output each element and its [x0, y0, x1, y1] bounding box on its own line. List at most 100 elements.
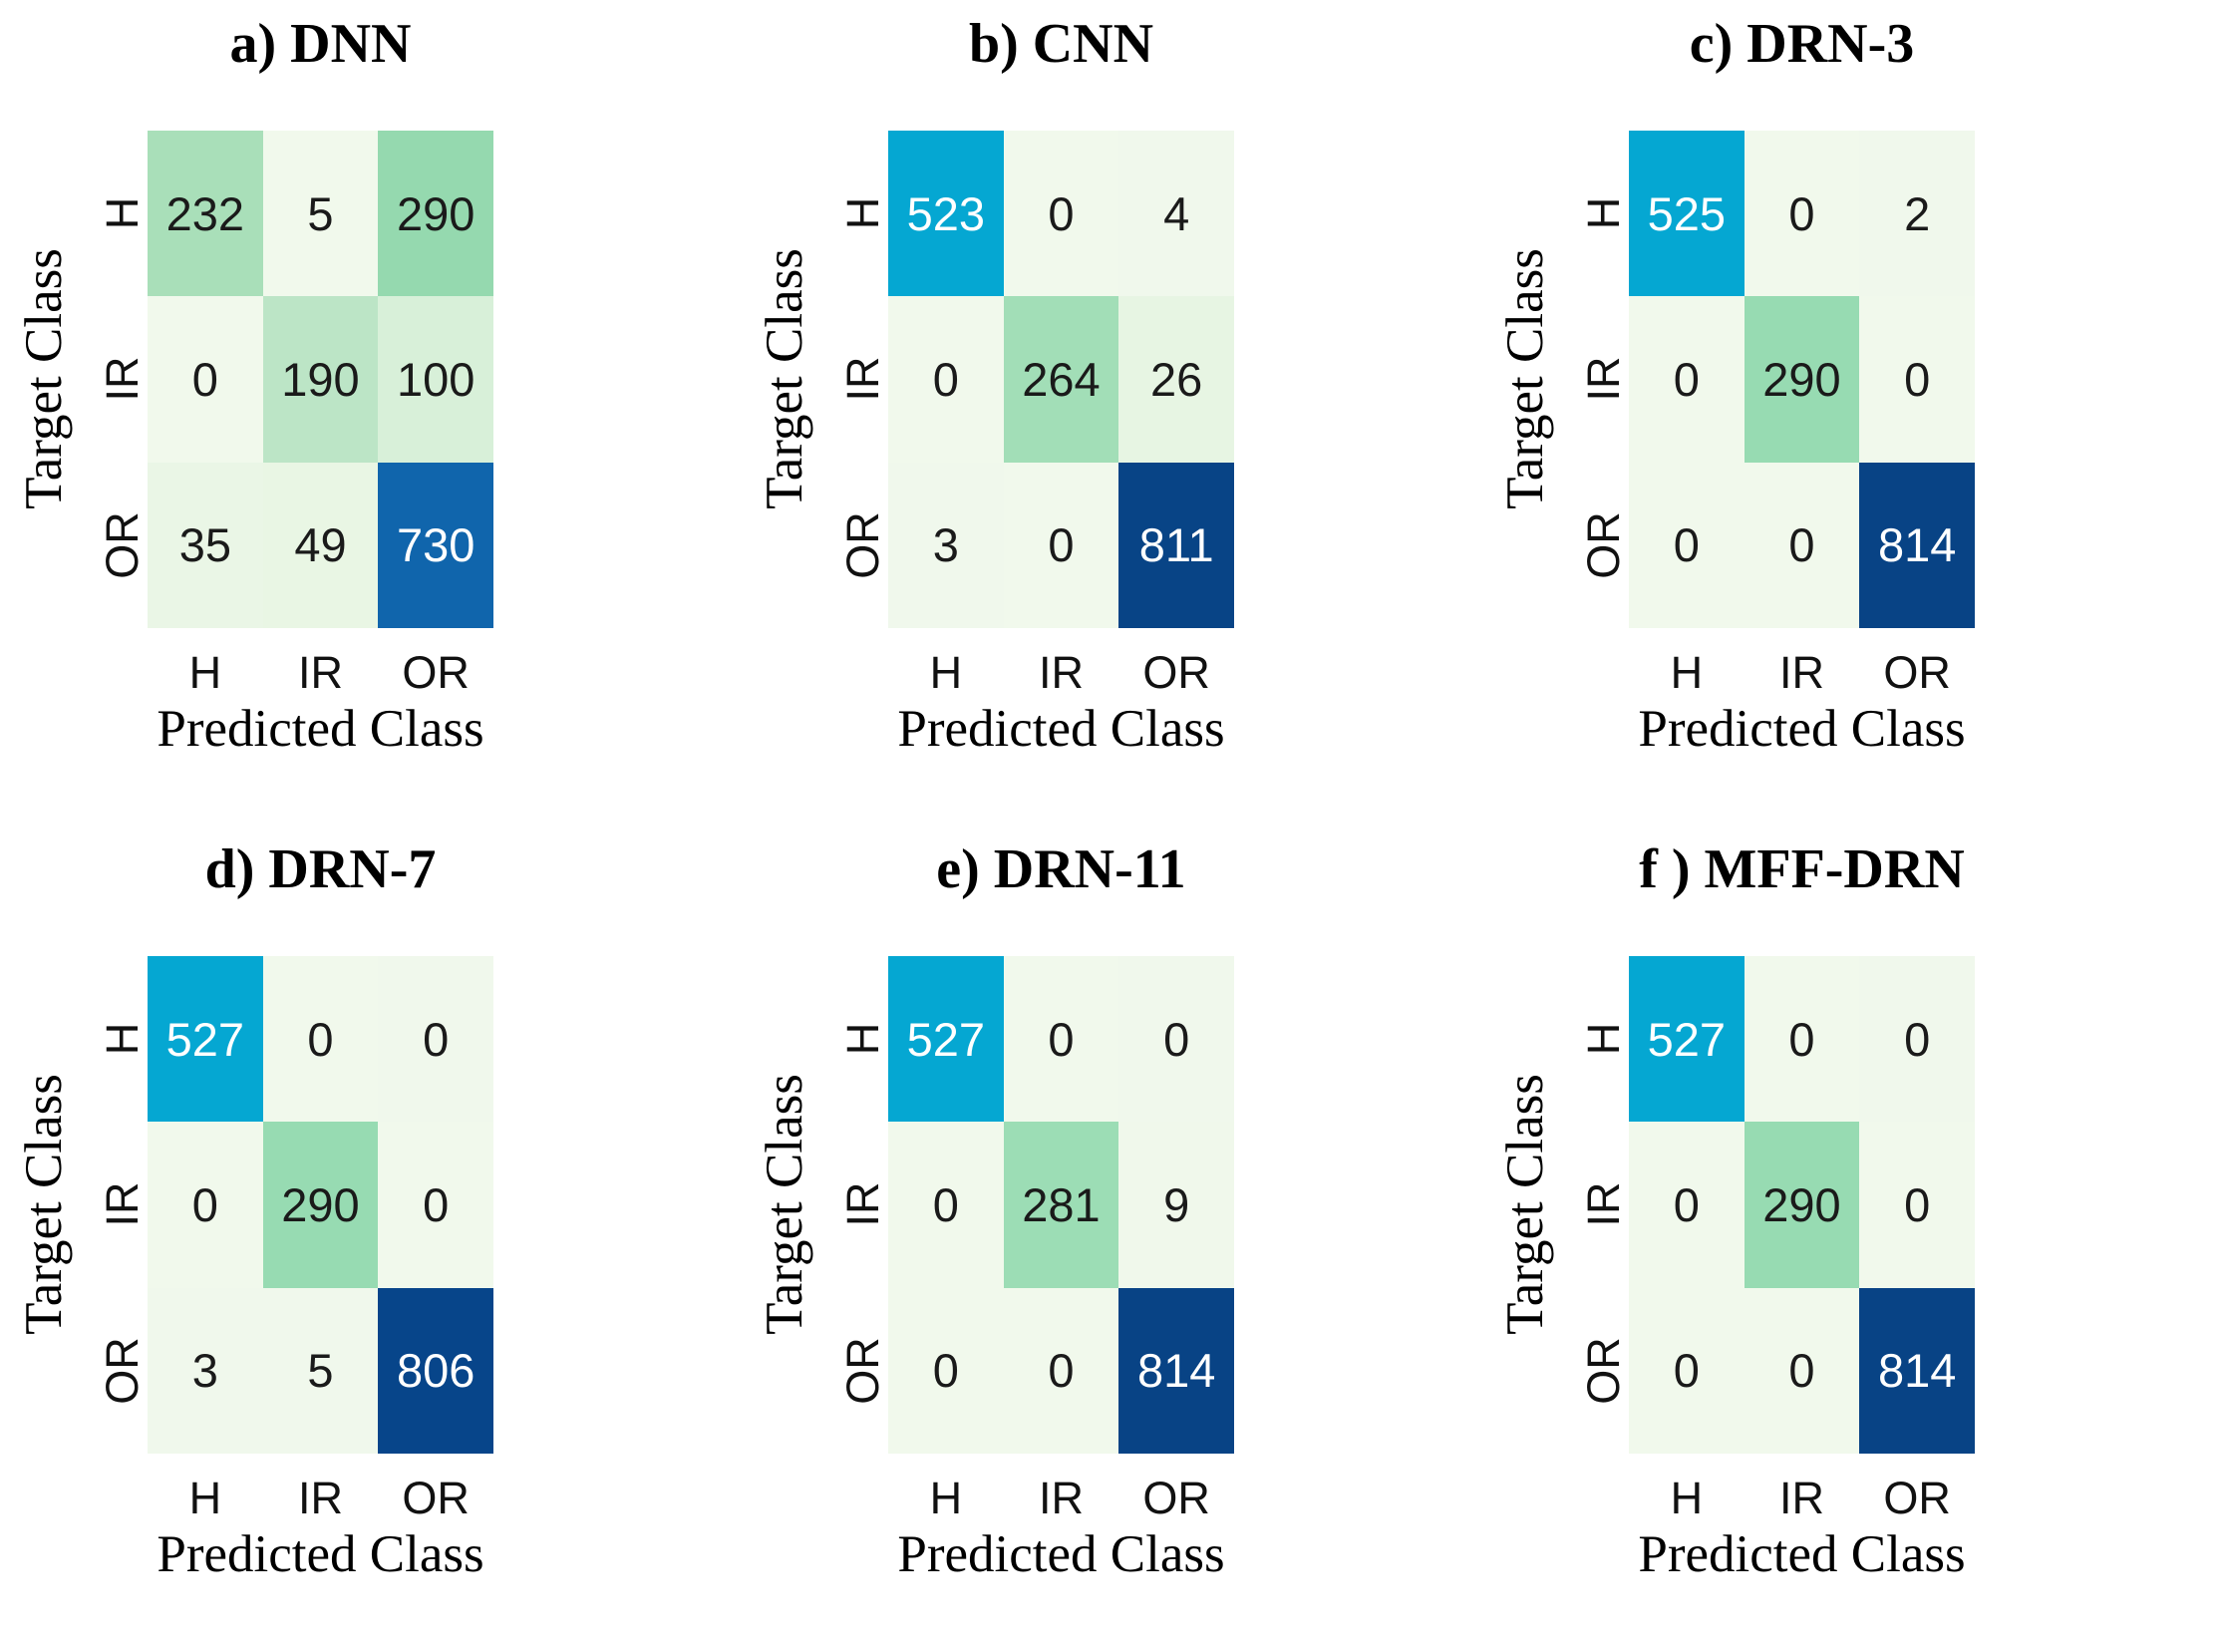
- matrix-cell-IR-OR: 100: [378, 296, 493, 463]
- matrix-cell-OR-OR: 814: [1859, 1287, 1975, 1454]
- y-tick-label: OR: [1578, 511, 1629, 579]
- confusion-matrix: 523 0 4 0 264 26 3 0 811: [888, 131, 1234, 628]
- matrix-cell-OR-H: 0: [1629, 1287, 1745, 1454]
- cell-value: 0: [1788, 518, 1815, 572]
- cell-value: 730: [396, 518, 476, 572]
- matrix-cell-OR-H: 3: [148, 1287, 263, 1454]
- x-tick-label: OR: [1142, 647, 1210, 698]
- cell-value: 0: [1788, 1344, 1815, 1398]
- y-tick-label: OR: [97, 511, 148, 579]
- y-tick-label: OR: [837, 511, 888, 579]
- matrix-cell-IR-IR: 290: [1744, 1122, 1860, 1288]
- cell-value: 0: [1048, 186, 1075, 240]
- heatmap-panel-3: c) DRN-3 525 0 2 0 290 0 0 0 814 H IR OR Predicted Cl…: [1481, 0, 2222, 826]
- x-tick-labels: H IR OR: [888, 647, 1234, 699]
- matrix-cell-H-IR: 0: [1003, 956, 1119, 1123]
- matrix-cell-IR-H: 0: [1629, 296, 1745, 463]
- matrix-cell-OR-OR: 811: [1118, 462, 1234, 628]
- cell-value: 49: [294, 518, 347, 572]
- x-tick-label: OR: [1883, 1473, 1951, 1523]
- cell-value: 290: [1762, 1177, 1841, 1231]
- cell-value: 0: [423, 1012, 450, 1066]
- x-axis-title: Predicted Class: [897, 1525, 1225, 1583]
- matrix-cell-IR-H: 0: [148, 296, 263, 463]
- panel-title: e) DRN-11: [936, 838, 1186, 900]
- matrix-cell-H-OR: 0: [378, 956, 493, 1123]
- x-tick-label: IR: [1039, 1473, 1084, 1523]
- panel-title: f ) MFF-DRN: [1639, 838, 1965, 900]
- y-tick-label: OR: [1578, 1337, 1629, 1405]
- x-tick-label: H: [1670, 647, 1704, 698]
- y-axis-title-text: Target Class: [15, 248, 73, 509]
- cell-value: 290: [281, 1177, 360, 1231]
- x-tick-labels: H IR OR: [148, 647, 493, 699]
- y-axis-title-text: Target Class: [756, 1074, 813, 1335]
- y-tick-label: H: [837, 196, 888, 230]
- matrix-cell-IR-IR: 190: [262, 296, 379, 463]
- cell-value: 523: [906, 186, 986, 240]
- heatmap-panel-4: d) DRN-7 527 0 0 0 290 0 3 5 806 H IR OR Predicted Cl…: [0, 826, 741, 1651]
- cell-value: 2: [1904, 186, 1931, 240]
- cell-value: 0: [1673, 1344, 1700, 1398]
- y-axis-title-text: Target Class: [1496, 248, 1554, 509]
- y-tick-label: H: [97, 196, 148, 230]
- cell-value: 0: [1788, 1012, 1815, 1066]
- cell-value: 0: [1048, 1344, 1075, 1398]
- y-axis-title-text: Target Class: [1496, 1074, 1554, 1335]
- x-tick-label: H: [929, 1473, 963, 1523]
- matrix-cell-OR-IR: 0: [1003, 462, 1119, 628]
- y-axis-title-text: Target Class: [15, 1074, 73, 1335]
- y-tick-label: IR: [1578, 356, 1629, 402]
- cell-value: 0: [1904, 352, 1931, 406]
- cell-value: 290: [396, 186, 476, 240]
- cell-value: 0: [932, 1177, 959, 1231]
- y-tick-label: H: [837, 1022, 888, 1056]
- panel-title: b) CNN: [968, 13, 1154, 75]
- cell-value: 3: [191, 1344, 218, 1398]
- cell-value: 0: [932, 352, 959, 406]
- matrix-cell-IR-OR: 0: [1859, 1122, 1975, 1288]
- x-tick-labels: H IR OR: [888, 1473, 1234, 1524]
- x-tick-label: IR: [1779, 1473, 1824, 1523]
- cell-value: 811: [1138, 518, 1214, 572]
- x-tick-label: H: [929, 647, 963, 698]
- cell-value: 26: [1150, 352, 1203, 406]
- panel-title: c) DRN-3: [1689, 13, 1915, 75]
- matrix-cell-IR-OR: 9: [1118, 1122, 1234, 1288]
- cell-value: 525: [1647, 186, 1727, 240]
- y-tick-label: IR: [837, 1181, 888, 1227]
- matrix-cell-OR-OR: 814: [1118, 1287, 1234, 1454]
- matrix-cell-H-IR: 5: [262, 131, 379, 297]
- cell-value: 814: [1877, 1344, 1957, 1398]
- matrix-cell-IR-H: 0: [888, 296, 1004, 463]
- x-tick-labels: H IR OR: [1629, 1473, 1975, 1524]
- y-tick-label: IR: [1578, 1181, 1629, 1227]
- confusion-matrix: 527 0 0 0 290 0 0 0 814: [1629, 956, 1975, 1454]
- cell-value: 0: [1904, 1177, 1931, 1231]
- y-tick-label: H: [1578, 1022, 1629, 1056]
- y-tick-label: IR: [97, 1181, 148, 1227]
- matrix-cell-IR-IR: 290: [262, 1122, 379, 1288]
- cell-value: 806: [396, 1344, 476, 1398]
- matrix-cell-H-OR: 0: [1859, 956, 1975, 1123]
- cell-value: 814: [1136, 1344, 1216, 1398]
- matrix-cell-H-OR: 0: [1118, 956, 1234, 1123]
- cell-value: 0: [1163, 1012, 1190, 1066]
- matrix-cell-OR-H: 35: [148, 462, 263, 628]
- matrix-cell-H-H: 527: [888, 956, 1004, 1123]
- matrix-cell-H-IR: 0: [1003, 131, 1119, 297]
- cell-value: 232: [165, 186, 245, 240]
- x-tick-label: OR: [1142, 1473, 1210, 1523]
- heatmap-panel-1: a) DNN 232 5 290 0 190 100 35 49 730 H IR OR Predicte…: [0, 0, 741, 826]
- confusion-matrix: 527 0 0 0 290 0 3 5 806: [148, 956, 493, 1454]
- cell-value: 527: [906, 1012, 986, 1066]
- y-tick-label: H: [97, 1022, 148, 1056]
- cell-value: 527: [165, 1012, 245, 1066]
- matrix-cell-IR-OR: 0: [378, 1122, 493, 1288]
- matrix-cell-H-OR: 4: [1118, 131, 1234, 297]
- x-tick-label: OR: [402, 1473, 470, 1523]
- matrix-cell-H-H: 527: [1629, 956, 1745, 1123]
- x-tick-label: IR: [1039, 647, 1084, 698]
- cell-value: 290: [1762, 352, 1841, 406]
